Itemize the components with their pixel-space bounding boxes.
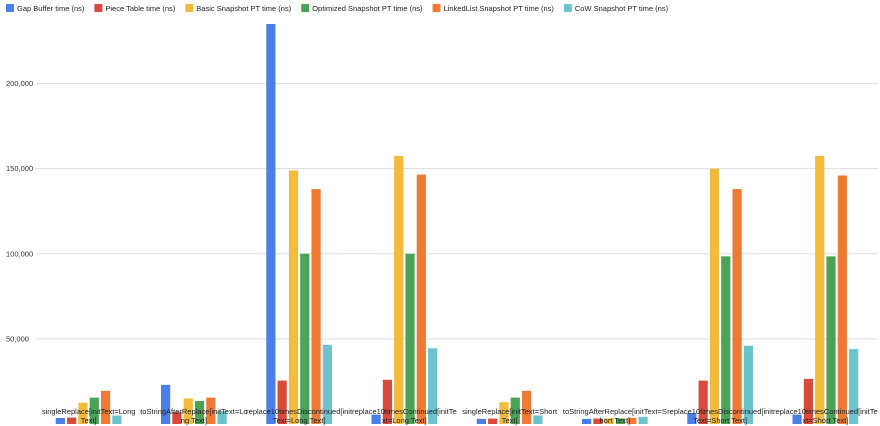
legend-label: Gap Buffer time (ns) [17,4,85,13]
bar [266,24,276,424]
bar [100,390,111,424]
bar [405,253,415,424]
bar [687,412,697,424]
bar [78,402,88,424]
bar [194,401,205,424]
bar [488,418,498,424]
legend-swatch [6,4,14,12]
bar [206,397,216,424]
category-label: hort Text] [600,416,631,425]
y-tick-label: 100,000 [6,249,33,258]
bar [533,415,543,424]
legend-swatch [185,4,194,12]
bar [849,349,859,424]
bar [698,380,708,424]
bar [521,390,532,424]
bar [604,418,614,424]
bar [510,397,520,424]
legend-swatch [432,4,441,12]
bar [732,189,742,424]
bar [89,397,99,424]
bar [803,378,814,424]
bar [172,412,182,424]
bar [638,416,648,424]
category-label: replace10timesDiscontinued[init [246,407,353,416]
category-label: replace10timesContinued[initTe [773,407,878,416]
category-label: Text=Long Text] [273,416,326,425]
category-label: replace10timesDiscontinued[init [667,407,774,416]
bar [217,411,227,424]
bar [112,415,122,424]
y-tick-label: 50,000 [6,334,29,343]
y-tick-label: 200,000 [6,79,33,88]
bar [709,168,720,424]
category-label: ng Text] [181,416,207,425]
bar [615,418,626,424]
bar [815,155,825,424]
bar [277,380,287,424]
y-axis-ticks: 50,000 100,000 150,000 200,000 [6,79,33,343]
legend-swatch [94,4,103,12]
legend: Gap Buffer time (ns) Piece Table time (ns… [6,4,669,13]
bar [476,418,486,424]
category-label: singleReplace[initText=Long [42,407,136,416]
bar [394,155,404,424]
gridlines [36,83,878,340]
category-label: singleReplace[initText=Short [462,407,558,416]
bar [322,344,332,424]
legend-swatch [563,4,572,12]
bar [311,189,321,424]
bar [416,174,426,424]
bar [826,256,836,424]
category-label: xt=Long Text] [382,416,427,425]
x-axis-categories: singleReplace[initText=LongText]toString… [42,407,878,425]
bars [55,24,859,424]
bar [55,418,65,424]
bar [627,417,637,424]
bar [792,414,802,424]
bar [382,379,393,424]
bar [593,418,603,424]
legend-label: Basic Snapshot PT time (ns) [196,4,291,13]
bar [743,345,753,424]
bar [371,414,381,424]
category-label: replace10timesContinued[initTe [352,407,457,416]
category-label: Text] [81,416,97,425]
legend-swatch [301,4,310,12]
category-label: Text=Short Text] [693,416,747,425]
bar [428,348,438,424]
y-tick-label: 150,000 [6,164,33,173]
bar [183,398,193,424]
bar [161,384,171,424]
category-label: toStringAfterReplace[initText=Lo [140,407,247,416]
legend-label: CoW Snapshot PT time (ns) [575,4,669,13]
bar [721,256,731,424]
category-label: Text] [502,416,518,425]
bar [499,402,509,424]
legend-label: Optimized Snapshot PT time (ns) [312,4,423,13]
bar [582,418,592,424]
category-label: toStringAfterReplace[initText=S [563,407,667,416]
bar [837,175,847,424]
bar [300,253,310,424]
bar [67,417,77,424]
bar [288,170,299,424]
legend-label: LinkedList Snapshot PT time (ns) [444,4,555,13]
category-label: xt=Short Text] [802,416,848,425]
legend-label: Piece Table time (ns) [105,4,175,13]
